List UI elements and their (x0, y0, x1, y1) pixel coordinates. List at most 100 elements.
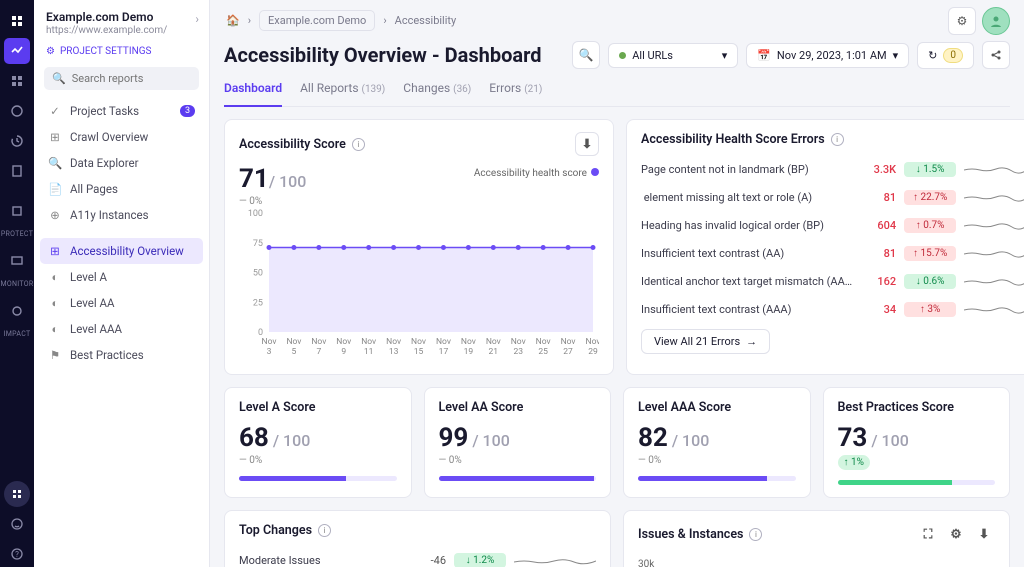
download-icon[interactable]: ⬇ (973, 523, 995, 545)
tab[interactable]: Errors (21) (489, 75, 542, 106)
svg-text:Nov: Nov (561, 337, 576, 347)
info-icon[interactable]: i (749, 528, 762, 541)
svg-text:Nov: Nov (386, 337, 401, 347)
breadcrumb-current: Accessibility (395, 14, 457, 27)
search-box[interactable]: 🔍 (44, 67, 199, 90)
sparkline (964, 301, 1024, 317)
project-settings-link[interactable]: ⚙ PROJECT SETTINGS (34, 42, 209, 65)
refresh-button[interactable]: ↻0 (917, 42, 974, 69)
svg-text:50: 50 (253, 269, 263, 279)
rail-impact-icon[interactable] (4, 298, 30, 324)
svg-text:9: 9 (341, 347, 346, 357)
rail-protect-icon[interactable] (4, 198, 30, 224)
rail-dashboard-icon[interactable] (4, 38, 30, 64)
svg-text:13: 13 (389, 347, 399, 357)
accessibility-score-card: Accessibility Scorei ⬇ 71/ 100 — 0% Acce… (224, 119, 614, 375)
search-input[interactable] (72, 72, 212, 85)
error-row[interactable]: Insufficient text contrast (AAA)34↑ 3% (641, 295, 1024, 323)
issues-card: Issues & Instancesi ⛶ ⚙ ⬇ 30k (623, 510, 1010, 567)
date-filter[interactable]: 📅Nov 29, 2023, 1:01 AM▾ (746, 43, 909, 68)
sparkline (514, 552, 596, 567)
sidebar-item[interactable]: ⊞Accessibility Overview (40, 238, 203, 264)
tab[interactable]: Dashboard (224, 75, 282, 107)
sidebar: Example.com Demo https://www.example.com… (34, 0, 210, 567)
score-card: Level A Score 68 / 100 — 0% (224, 387, 412, 498)
rail-apps-icon[interactable] (4, 68, 30, 94)
score-card: Level AA Score 99 / 100 — 0% (424, 387, 612, 498)
rail-help-icon[interactable]: ? (4, 541, 30, 567)
sparkline (964, 161, 1024, 177)
rail-label: IMPACT (4, 330, 31, 338)
chevron-right-icon[interactable]: › (195, 12, 199, 26)
svg-text:25: 25 (253, 298, 263, 308)
sidebar-item[interactable]: ⚑Best Practices (40, 342, 203, 368)
nav-icon: ◐ (48, 296, 62, 310)
download-icon[interactable]: ⬇ (575, 132, 599, 156)
rail-smile-icon[interactable] (4, 511, 30, 537)
view-all-errors-button[interactable]: View All 21 Errors→ (641, 329, 770, 354)
svg-text:17: 17 (439, 347, 449, 357)
home-icon[interactable]: 🏠 (226, 14, 240, 27)
svg-text:23: 23 (513, 347, 523, 357)
svg-text:Nov: Nov (511, 337, 526, 347)
svg-text:Nov: Nov (486, 337, 501, 347)
settings-button[interactable]: ⚙ (948, 7, 976, 35)
info-icon[interactable]: i (831, 133, 844, 146)
svg-text:Nov: Nov (536, 337, 551, 347)
page-title: Accessibility Overview - Dashboard (224, 43, 564, 67)
gear-icon[interactable]: ⚙ (945, 523, 967, 545)
sparkline (964, 217, 1024, 233)
svg-text:Nov: Nov (411, 337, 426, 347)
nav-icon: ⚑ (48, 348, 62, 362)
rail-add-icon[interactable] (4, 481, 30, 507)
breadcrumb-project[interactable]: Example.com Demo (259, 10, 375, 31)
refresh-icon: ↻ (928, 49, 937, 62)
sidebar-item[interactable]: ⊞Crawl Overview (40, 124, 203, 150)
info-icon[interactable]: i (352, 138, 365, 151)
rail-logo-icon[interactable] (4, 8, 30, 34)
share-button[interactable] (982, 41, 1010, 69)
sidebar-item[interactable]: ◐Level AA (40, 290, 203, 316)
rail-history-icon[interactable] (4, 128, 30, 154)
svg-text:15: 15 (414, 347, 424, 357)
error-row[interactable]: Insufficient text contrast (AA)81↑ 15.7% (641, 239, 1024, 267)
svg-text:?: ? (15, 550, 19, 559)
sidebar-item[interactable]: 📄All Pages (40, 176, 203, 202)
url-filter[interactable]: All URLs▾ (608, 43, 738, 68)
svg-text:Nov: Nov (286, 337, 301, 347)
error-row[interactable]: Identical anchor text target mismatch (A… (641, 267, 1024, 295)
sidebar-item[interactable]: ◐Level A (40, 264, 203, 290)
expand-icon[interactable]: ⛶ (917, 523, 939, 545)
rail-globe-icon[interactable] (4, 98, 30, 124)
sidebar-item[interactable]: ✓Project Tasks3 (40, 98, 203, 124)
search-button[interactable]: 🔍 (572, 41, 600, 69)
user-avatar[interactable] (982, 7, 1010, 35)
svg-text:Nov: Nov (336, 337, 351, 347)
svg-text:3: 3 (267, 347, 272, 357)
svg-text:19: 19 (464, 347, 474, 357)
sidebar-item[interactable]: ⊕A11y Instances (40, 202, 203, 228)
rail-clipboard-icon[interactable] (4, 158, 30, 184)
nav-icon: ⊕ (48, 208, 62, 222)
error-row[interactable]: element missing alt text or role (A)81↑ … (641, 183, 1024, 211)
sparkline (964, 273, 1024, 289)
calendar-icon: 📅 (757, 49, 771, 62)
nav-icon: ◐ (48, 322, 62, 336)
rail-monitor-icon[interactable] (4, 248, 30, 274)
svg-text:Nov: Nov (361, 337, 376, 347)
rail-label: MONITOR (0, 280, 33, 288)
nav-icon: ⊞ (48, 130, 62, 144)
sparkline (964, 189, 1024, 205)
sidebar-item[interactable]: 🔍Data Explorer (40, 150, 203, 176)
search-icon: 🔍 (52, 72, 66, 85)
svg-text:25: 25 (538, 347, 548, 357)
tab[interactable]: All Reports (139) (300, 75, 385, 106)
tab[interactable]: Changes (36) (403, 75, 471, 106)
error-row[interactable]: Page content not in landmark (BP)3.3K↓ 1… (641, 155, 1024, 183)
score-card: Level AAA Score 82 / 100 — 0% (623, 387, 811, 498)
info-icon[interactable]: i (318, 524, 331, 537)
error-row[interactable]: Heading has invalid logical order (BP)60… (641, 211, 1024, 239)
nav-icon: ⊞ (48, 244, 62, 258)
sidebar-item[interactable]: ◐Level AAA (40, 316, 203, 342)
project-title: Example.com Demo (46, 10, 197, 24)
